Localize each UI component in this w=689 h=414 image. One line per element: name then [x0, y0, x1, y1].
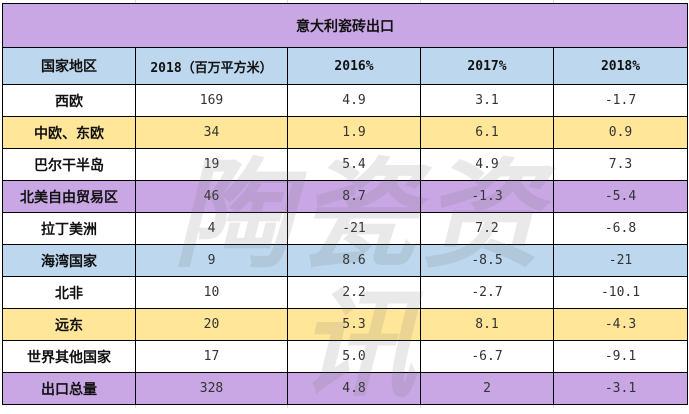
- header-pct-2016[interactable]: 2016%: [287, 47, 421, 85]
- cell-pct-2018[interactable]: -10.1: [552, 276, 689, 309]
- cell-pct-2016[interactable]: 4.9: [287, 84, 421, 117]
- cell-volume[interactable]: 20: [135, 308, 288, 341]
- header-row: 国家地区 2018（百万平方米） 2016% 2017% 2018%: [2, 47, 689, 85]
- cell-pct-2017[interactable]: 3.1: [420, 84, 554, 117]
- cell-pct-2018[interactable]: -1.7: [552, 84, 689, 117]
- cell-region[interactable]: 远东: [2, 308, 136, 341]
- cell-region[interactable]: 西欧: [2, 84, 136, 117]
- export-table: 意大利瓷砖出口 国家地区 2018（百万平方米） 2016% 2017% 201…: [1, 3, 689, 405]
- cell-pct-2017[interactable]: 7.2: [420, 212, 554, 245]
- cell-pct-2018[interactable]: 0.9: [552, 116, 689, 149]
- cell-pct-2016[interactable]: -21: [287, 212, 421, 245]
- cell-pct-2016[interactable]: 5.4: [287, 148, 421, 181]
- cell-volume[interactable]: 46: [135, 180, 288, 213]
- table-row: 巴尔干半岛 19 5.4 4.9 7.3: [2, 148, 689, 181]
- table-row-total: 出口总量 328 4.8 2 -3.1: [2, 372, 689, 405]
- cell-region[interactable]: 海湾国家: [2, 244, 136, 277]
- cell-pct-2018[interactable]: -9.1: [552, 340, 689, 373]
- cell-region[interactable]: 中欧、东欧: [2, 116, 136, 149]
- cell-volume[interactable]: 328: [135, 372, 288, 405]
- cell-region[interactable]: 出口总量: [2, 372, 136, 405]
- cell-volume[interactable]: 10: [135, 276, 288, 309]
- cell-pct-2017[interactable]: 2: [420, 372, 554, 405]
- cell-volume[interactable]: 17: [135, 340, 288, 373]
- cell-volume[interactable]: 34: [135, 116, 288, 149]
- table-row: 北非 10 2.2 -2.7 -10.1: [2, 276, 689, 309]
- table-row: 世界其他国家 17 5.0 -6.7 -9.1: [2, 340, 689, 373]
- cell-region[interactable]: 北非: [2, 276, 136, 309]
- cell-pct-2018[interactable]: -21: [552, 244, 689, 277]
- cell-pct-2018[interactable]: -5.4: [552, 180, 689, 213]
- cell-region[interactable]: 巴尔干半岛: [2, 148, 136, 181]
- cell-pct-2016[interactable]: 2.2: [287, 276, 421, 309]
- table-row: 西欧 169 4.9 3.1 -1.7: [2, 84, 689, 117]
- cell-pct-2017[interactable]: 4.9: [420, 148, 554, 181]
- cell-pct-2016[interactable]: 5.0: [287, 340, 421, 373]
- table-row: 拉丁美洲 4 -21 7.2 -6.8: [2, 212, 689, 245]
- header-pct-2017[interactable]: 2017%: [420, 47, 554, 85]
- cell-region[interactable]: 拉丁美洲: [2, 212, 136, 245]
- table-title[interactable]: 意大利瓷砖出口: [1, 3, 689, 48]
- header-pct-2018[interactable]: 2018%: [552, 47, 689, 85]
- cell-volume[interactable]: 9: [135, 244, 288, 277]
- cell-pct-2018[interactable]: -3.1: [552, 372, 689, 405]
- cell-region[interactable]: 世界其他国家: [2, 340, 136, 373]
- cell-region[interactable]: 北美自由贸易区: [2, 180, 136, 213]
- cell-pct-2017[interactable]: 6.1: [420, 116, 554, 149]
- cell-pct-2018[interactable]: 7.3: [552, 148, 689, 181]
- cell-pct-2018[interactable]: -6.8: [552, 212, 689, 245]
- cell-pct-2018[interactable]: -4.3: [552, 308, 689, 341]
- cell-volume[interactable]: 19: [135, 148, 288, 181]
- table-row: 中欧、东欧 34 1.9 6.1 0.9: [2, 116, 689, 149]
- cell-pct-2017[interactable]: 8.1: [420, 308, 554, 341]
- cell-pct-2016[interactable]: 5.3: [287, 308, 421, 341]
- cell-pct-2017[interactable]: -6.7: [420, 340, 554, 373]
- cell-pct-2016[interactable]: 4.8: [287, 372, 421, 405]
- cell-volume[interactable]: 169: [135, 84, 288, 117]
- table-row: 北美自由贸易区 46 8.7 -1.3 -5.4: [2, 180, 689, 213]
- header-region[interactable]: 国家地区: [2, 47, 136, 85]
- cell-pct-2017[interactable]: -8.5: [420, 244, 554, 277]
- table-row: 海湾国家 9 8.6 -8.5 -21: [2, 244, 689, 277]
- header-volume-2018[interactable]: 2018（百万平方米）: [135, 47, 288, 85]
- cell-pct-2016[interactable]: 1.9: [287, 116, 421, 149]
- cell-pct-2017[interactable]: -2.7: [420, 276, 554, 309]
- cell-pct-2016[interactable]: 8.6: [287, 244, 421, 277]
- cell-volume[interactable]: 4: [135, 212, 288, 245]
- table-row: 远东 20 5.3 8.1 -4.3: [2, 308, 689, 341]
- cell-pct-2017[interactable]: -1.3: [420, 180, 554, 213]
- cell-pct-2016[interactable]: 8.7: [287, 180, 421, 213]
